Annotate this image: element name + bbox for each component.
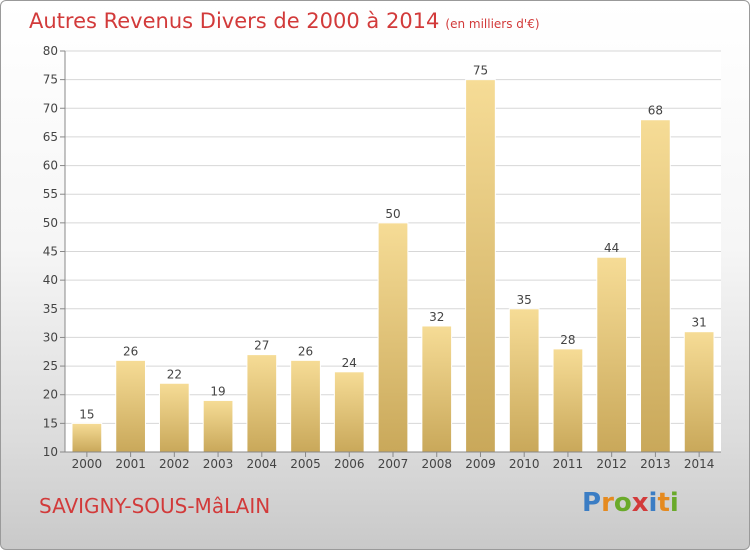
logo-letter: i [669,488,679,518]
bar-value-label: 28 [560,333,575,347]
title-unit: (en milliers d'€) [445,17,540,31]
logo-letter: r [601,488,614,518]
bar [596,256,628,453]
bar-value-label: 24 [342,356,357,370]
bar-value-label: 26 [298,344,313,358]
chart-title: Autres Revenus Divers de 2000 à 2014 (en … [29,9,540,33]
bar [465,79,496,453]
y-tick-label: 55 [43,187,58,201]
bar [508,308,540,453]
data-labels: 15 26 22 19 27 26 24 50 32 75 35 28 44 68 31 [79,64,707,422]
x-tick-label: 2009 [465,457,496,471]
x-axis-ticks: 2000 2001 2002 2003 2004 2005 2006 2007 2008 2009… [72,452,715,471]
bar-value-label: 35 [517,293,532,307]
logo-letter: P [582,488,602,518]
x-tick-label: 2013 [640,457,671,471]
x-tick-label: 2010 [509,457,540,471]
x-tick-label: 2014 [684,457,715,471]
bar [421,325,453,453]
bar [333,371,365,453]
x-tick-label: 2011 [553,457,584,471]
y-axis-ticks: 10 15 20 25 30 35 40 45 50 55 60 65 70 75 80 [43,44,65,459]
proxiti-logo: Proxiti [582,488,679,518]
bar [71,422,103,453]
x-tick-label: 2001 [115,457,146,471]
bar-value-label: 22 [167,367,182,381]
logo-letter: o [613,488,632,518]
bar-value-label: 68 [648,104,663,118]
logo-letter: t [657,488,670,518]
y-tick-label: 60 [43,159,58,173]
y-tick-label: 15 [43,416,58,430]
bar [683,331,715,453]
logo-letter: i [648,488,658,518]
bar-value-label: 32 [429,310,444,324]
bar [246,354,278,453]
bar [377,222,409,453]
x-tick-label: 2004 [247,457,278,471]
bar [290,359,321,453]
x-tick-label: 2007 [378,457,409,471]
x-tick-label: 2008 [421,457,452,471]
y-tick-label: 40 [43,273,58,287]
bar-value-label: 50 [385,207,400,221]
bar-value-label: 15 [79,407,94,421]
y-tick-label: 75 [43,73,58,87]
x-tick-label: 2003 [203,457,234,471]
title-text: Autres Revenus Divers de 2000 à 2014 [29,9,440,33]
x-tick-label: 2012 [596,457,627,471]
y-tick-label: 30 [43,330,58,344]
bar-value-label: 19 [210,384,225,398]
x-tick-label: 2000 [72,457,103,471]
bar [552,348,584,453]
y-tick-label: 70 [43,101,58,115]
x-tick-label: 2005 [290,457,321,471]
y-tick-label: 45 [43,245,58,259]
y-tick-label: 20 [43,388,58,402]
bar-value-label: 27 [254,339,269,353]
bar [640,119,671,453]
bar-value-label: 26 [123,344,138,358]
x-tick-label: 2006 [334,457,365,471]
bar-value-label: 44 [604,241,619,255]
bars [71,79,715,453]
place-name: SAVIGNY-SOUS-MâLAIN [39,494,271,518]
logo-letter: x [631,488,649,518]
y-tick-label: 25 [43,359,58,373]
y-tick-label: 50 [43,216,58,230]
bar [202,399,234,453]
bar [158,382,190,453]
y-tick-label: 35 [43,302,58,316]
bar-value-label: 31 [691,316,706,330]
x-tick-label: 2002 [159,457,190,471]
y-tick-label: 10 [43,445,58,459]
bar [115,359,146,453]
y-tick-label: 65 [43,130,58,144]
bar-value-label: 75 [473,64,488,78]
y-tick-label: 80 [43,44,58,58]
